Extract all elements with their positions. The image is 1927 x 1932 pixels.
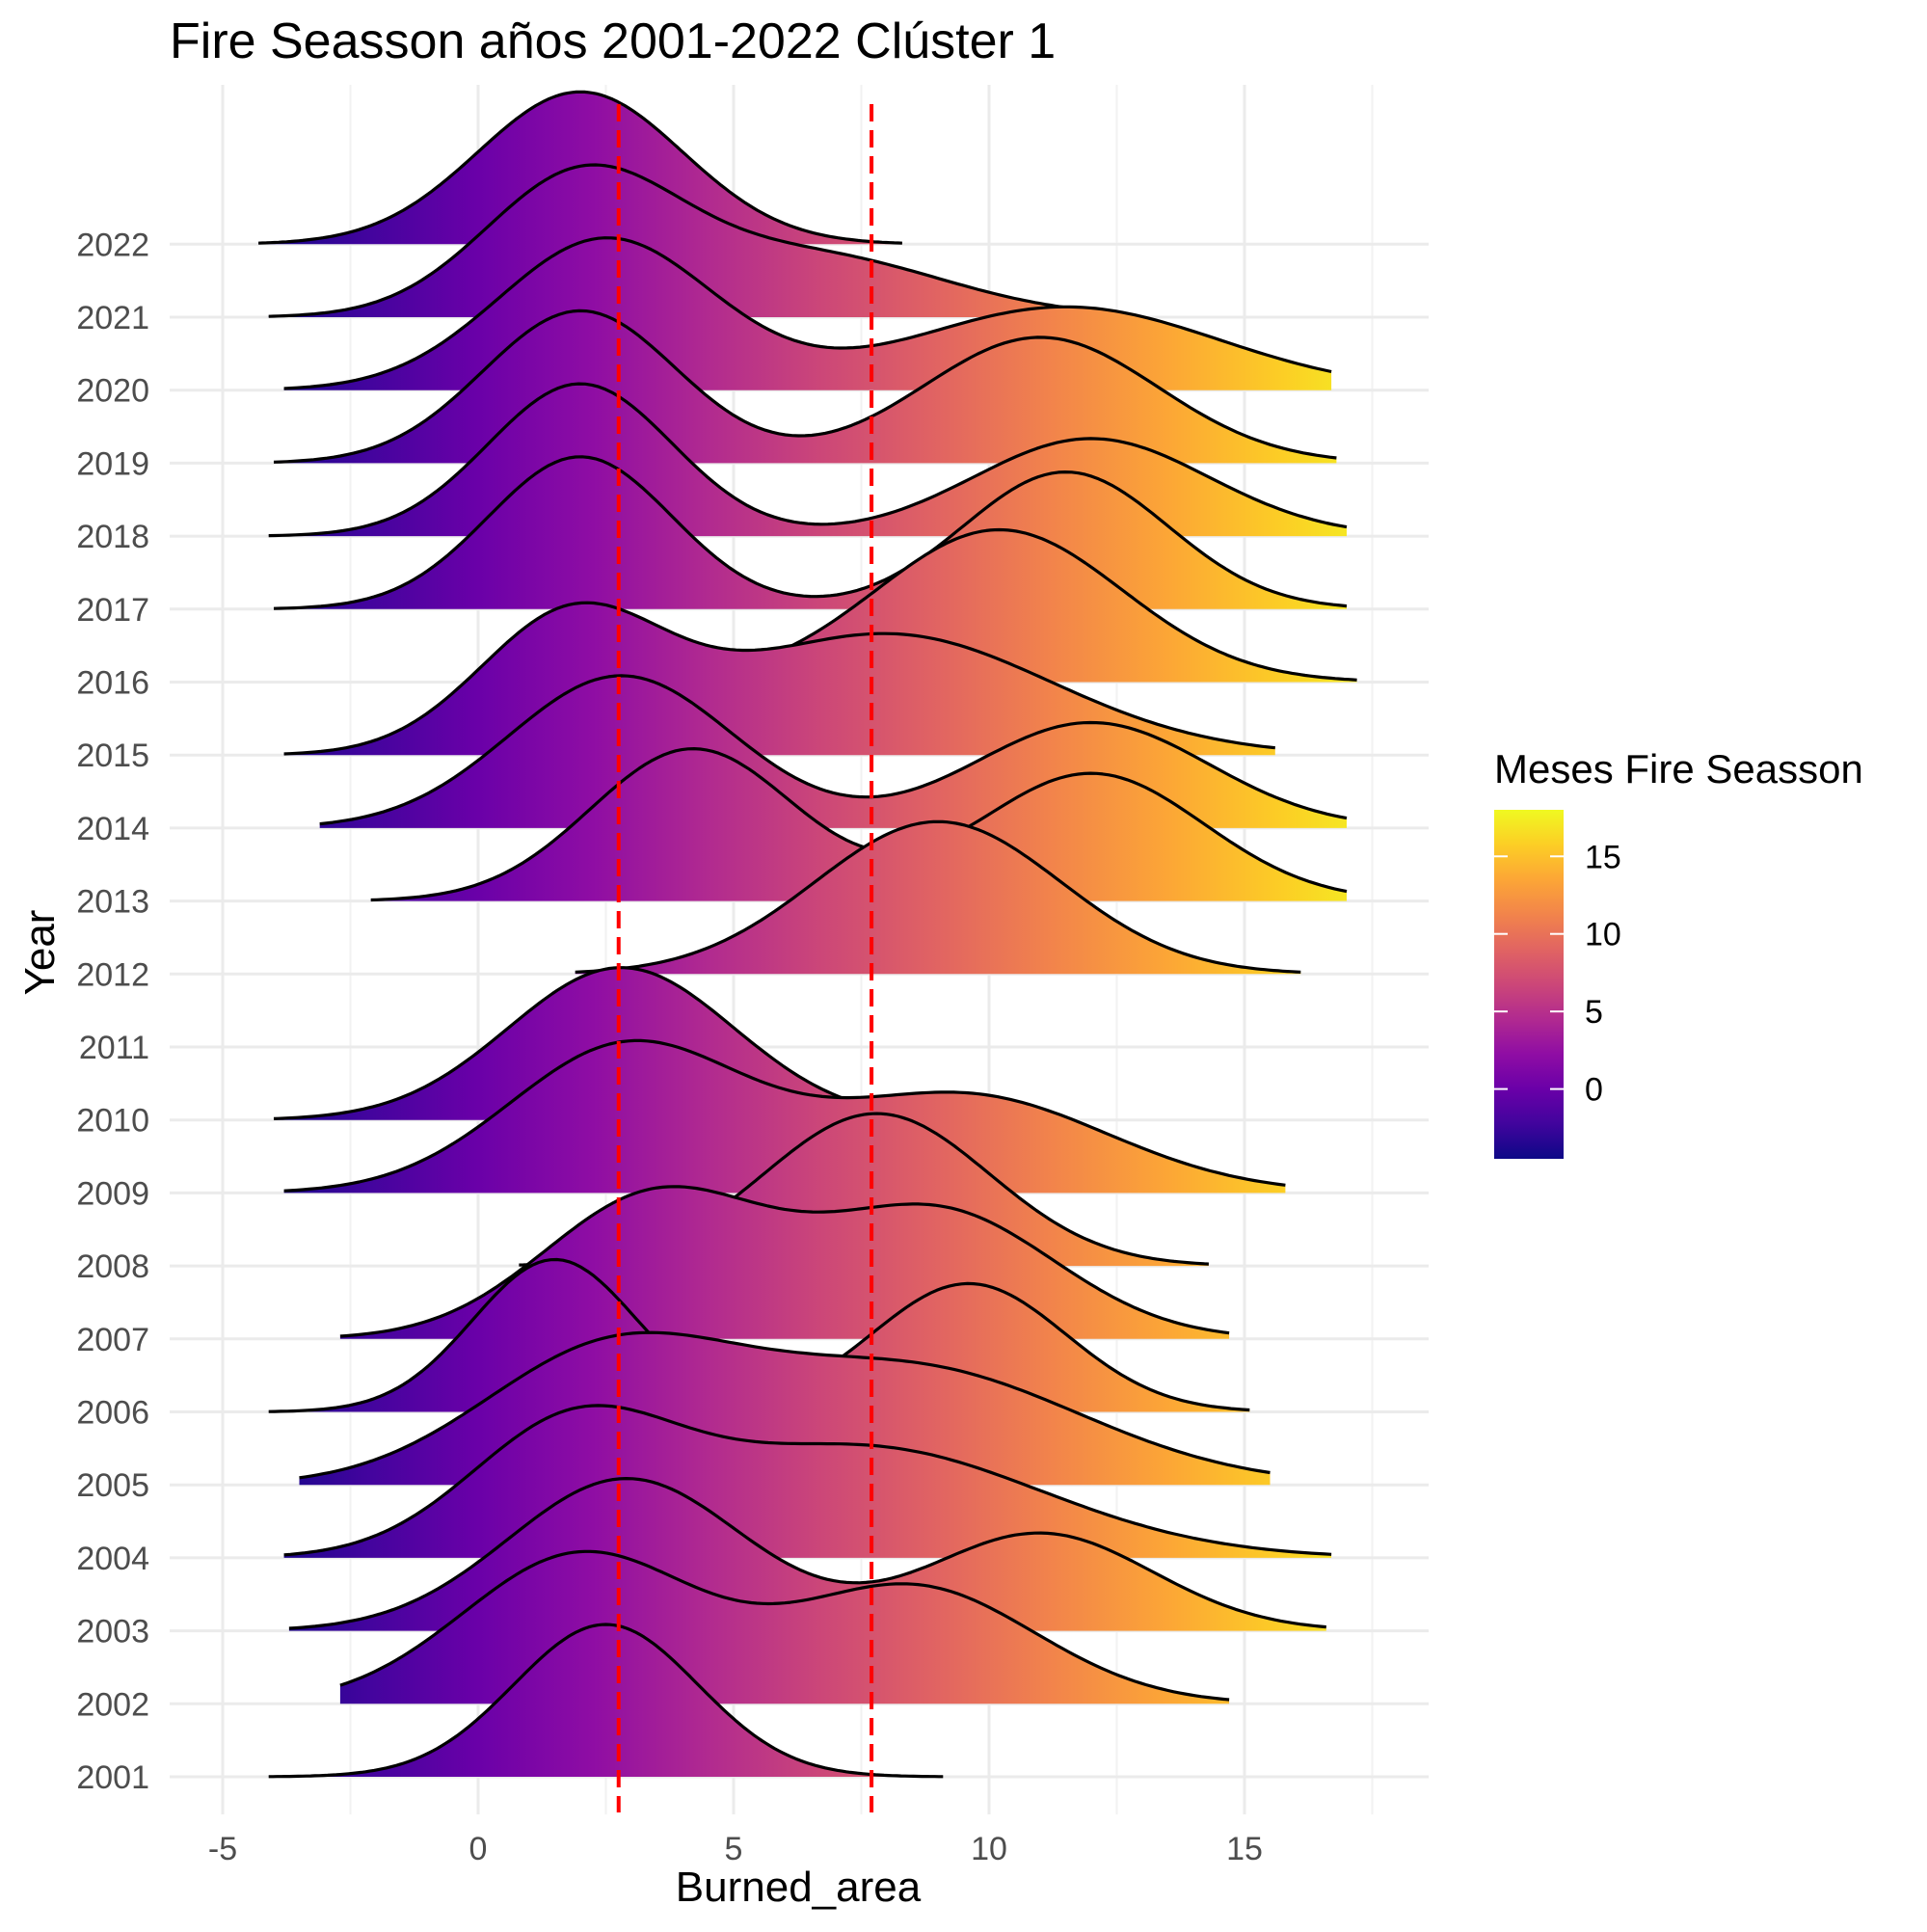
x-tick-label: 5 <box>725 1831 743 1867</box>
y-tick-label-2008: 2008 <box>76 1248 149 1285</box>
ridge-outline-2003 <box>288 1477 1326 1630</box>
ridge-outline-2007 <box>339 1185 1230 1338</box>
y-tick-label-2019: 2019 <box>76 445 149 482</box>
y-tick-label-2015: 2015 <box>76 738 149 774</box>
legend-tick-label: 15 <box>1585 839 1621 875</box>
legend-title: Meses Fire Seasson <box>1494 746 1863 792</box>
chart-title: Fire Seasson años 2001-2022 Clúster 1 <box>170 13 1056 69</box>
y-tick-label-2007: 2007 <box>76 1322 149 1358</box>
y-tick-label-2020: 2020 <box>76 373 149 410</box>
y-tick-label-2002: 2002 <box>76 1686 149 1723</box>
density-ridges <box>258 90 1357 1779</box>
ridge-fill-2006 <box>268 1259 1250 1412</box>
ridge-outline-2017 <box>273 455 1348 610</box>
y-tick-label-2011: 2011 <box>79 1030 149 1066</box>
legend-tick-label: 5 <box>1585 994 1603 1031</box>
y-tick-label-2012: 2012 <box>76 956 149 993</box>
ridge-outline-2005 <box>299 1330 1271 1480</box>
y-tick-label-2006: 2006 <box>76 1395 149 1432</box>
ridge-outline-2012 <box>575 819 1301 974</box>
x-tick-label: 15 <box>1226 1831 1263 1867</box>
x-tick-label: 0 <box>469 1831 488 1867</box>
ridge-2021 <box>268 163 1086 318</box>
legend-colorbar <box>1494 810 1564 1159</box>
x-tick-label: 10 <box>971 1831 1007 1867</box>
ridge-fill-2012 <box>575 821 1301 975</box>
ridge-outline-2009 <box>283 1038 1286 1193</box>
y-tick-label-2005: 2005 <box>76 1467 149 1504</box>
x-tick-label: -5 <box>208 1831 237 1867</box>
ridge-2009 <box>283 1038 1286 1194</box>
ridge-2012 <box>575 819 1301 975</box>
axes: -5 0 5 10 15 2001 2002 2003 2004 2005 2006 2007 2008… <box>76 227 1263 1867</box>
ridge-outline-2013 <box>370 747 1348 902</box>
ridge-outline-2001 <box>268 1623 944 1779</box>
y-tick-label-2017: 2017 <box>76 592 149 629</box>
y-tick-label-2004: 2004 <box>76 1541 149 1577</box>
ridge-fill-2009 <box>283 1040 1286 1194</box>
color-legend: Meses Fire Seasson 0 5 10 15 <box>1494 746 1863 1159</box>
legend-tick-label: 10 <box>1585 917 1621 953</box>
ridge-outline-2022 <box>258 90 902 245</box>
y-tick-label-2014: 2014 <box>76 811 149 847</box>
y-tick-label-2021: 2021 <box>76 300 149 336</box>
ridge-outline-2004 <box>283 1404 1332 1557</box>
ridge-outline-2014 <box>319 674 1348 826</box>
legend-tick-label: 0 <box>1585 1072 1603 1109</box>
y-tick-label-2016: 2016 <box>76 665 149 702</box>
ridge-fill-2013 <box>370 748 1347 901</box>
ridge-fill-2021 <box>268 165 1086 317</box>
y-tick-label-2010: 2010 <box>76 1103 149 1140</box>
ridge-2001 <box>268 1623 944 1779</box>
legend-ticks: 0 5 10 15 <box>1494 839 1621 1109</box>
ridge-outline-2015 <box>283 601 1275 756</box>
ridge-outline-2019 <box>273 309 1337 464</box>
y-tick-label-2001: 2001 <box>76 1759 149 1796</box>
y-tick-label-2009: 2009 <box>76 1175 149 1212</box>
ridge-outline-2018 <box>268 382 1348 538</box>
x-axis-title: Burned_area <box>676 1864 922 1911</box>
ridge-outline-2002 <box>339 1549 1230 1702</box>
ridge-outline-2020 <box>283 236 1332 390</box>
y-tick-label-2022: 2022 <box>76 227 149 263</box>
y-tick-label-2013: 2013 <box>76 884 149 921</box>
y-tick-label-2018: 2018 <box>76 519 149 555</box>
ridge-2013 <box>370 747 1348 902</box>
y-axis-title: Year <box>16 910 64 996</box>
ridge-fill-2001 <box>268 1624 944 1777</box>
ridge-outline-2021 <box>268 163 1086 318</box>
y-tick-label-2003: 2003 <box>76 1614 149 1650</box>
